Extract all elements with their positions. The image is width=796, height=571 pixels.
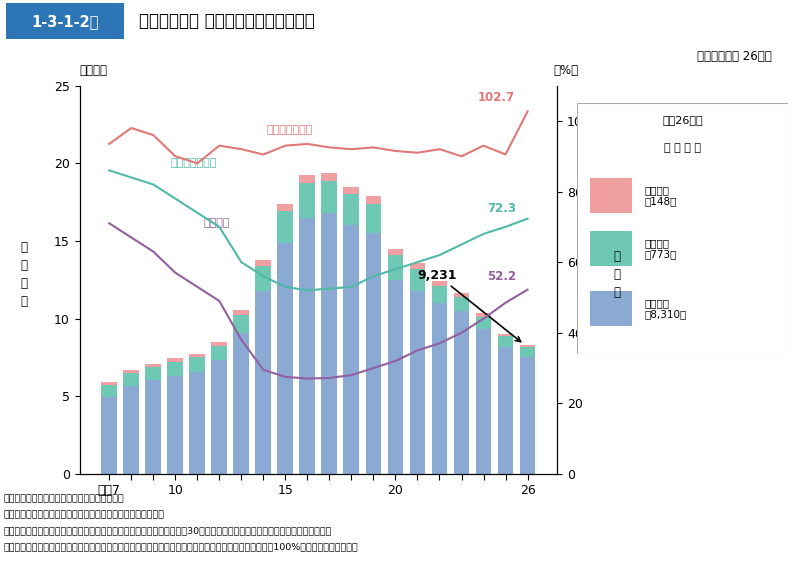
Bar: [344, 226, 359, 474]
Bar: [123, 373, 139, 386]
Text: 1-3-1-2図: 1-3-1-2図: [32, 14, 99, 29]
Bar: [388, 280, 404, 474]
Text: ひき逃げ事件 発生件数・検挙率の推移: ひき逃げ事件 発生件数・検挙率の推移: [139, 13, 315, 30]
Bar: [189, 353, 205, 357]
Bar: [123, 370, 139, 373]
Bar: [431, 282, 447, 286]
Bar: [212, 346, 227, 360]
Bar: [454, 311, 470, 474]
Text: 発
生
件
数: 発 生 件 数: [21, 240, 27, 308]
Bar: [365, 196, 381, 204]
Text: 死亡事故検挙率: 死亡事故検挙率: [267, 125, 313, 135]
FancyBboxPatch shape: [577, 103, 788, 354]
Bar: [278, 204, 293, 211]
Text: 全検挙率: 全検挙率: [204, 218, 230, 228]
Bar: [365, 233, 381, 474]
Bar: [590, 291, 632, 327]
Bar: [212, 342, 227, 346]
Bar: [101, 385, 117, 397]
Bar: [365, 204, 381, 233]
Text: 52.2: 52.2: [487, 270, 517, 283]
Bar: [189, 372, 205, 474]
Bar: [167, 358, 183, 362]
Bar: [475, 329, 491, 474]
Bar: [299, 183, 315, 218]
Bar: [233, 315, 249, 332]
Bar: [322, 181, 338, 213]
Bar: [256, 266, 271, 291]
Bar: [167, 376, 183, 474]
Bar: [278, 243, 293, 474]
Bar: [212, 360, 227, 474]
Bar: [167, 362, 183, 376]
FancyBboxPatch shape: [6, 3, 124, 39]
Bar: [498, 334, 513, 336]
Bar: [520, 347, 536, 357]
Bar: [475, 313, 491, 317]
Bar: [146, 364, 162, 367]
Text: （千件）: （千件）: [80, 64, 107, 77]
Bar: [431, 286, 447, 303]
Bar: [410, 263, 425, 269]
Text: 重傷事故
〔773〕: 重傷事故 〔773〕: [645, 238, 677, 259]
Text: 死亡事故
〔148〕: 死亡事故 〔148〕: [645, 185, 677, 207]
Bar: [146, 367, 162, 380]
Bar: [101, 397, 117, 474]
Bar: [101, 383, 117, 385]
Bar: [498, 347, 513, 474]
Bar: [299, 175, 315, 183]
Bar: [454, 293, 470, 297]
Text: 検
挙
率: 検 挙 率: [614, 250, 620, 299]
Bar: [256, 291, 271, 474]
Bar: [431, 303, 447, 474]
Text: 軽傷事故
〔8,310〕: 軽傷事故 〔8,310〕: [645, 298, 687, 320]
Bar: [322, 174, 338, 181]
Bar: [590, 231, 632, 266]
Bar: [299, 218, 315, 474]
Bar: [256, 260, 271, 266]
Bar: [475, 317, 491, 329]
Bar: [410, 269, 425, 291]
Text: 9,231: 9,231: [418, 268, 521, 341]
Text: ４　検挙件数には，前年以前に認知された事件に係る検挙事件が含まれることがあるため，検挙率が100%を超える場合がある。: ４ 検挙件数には，前年以前に認知された事件に係る検挙事件が含まれることがあるため…: [4, 542, 359, 551]
Text: 平成26年の: 平成26年の: [662, 115, 703, 126]
Text: 72.3: 72.3: [488, 202, 517, 215]
Bar: [388, 255, 404, 280]
Bar: [344, 194, 359, 226]
Bar: [189, 357, 205, 372]
Bar: [454, 297, 470, 311]
Bar: [322, 213, 338, 474]
Text: 102.7: 102.7: [478, 91, 514, 104]
Bar: [388, 249, 404, 255]
Text: 注　１　警察庁交通局の統計及び資料による。: 注 １ 警察庁交通局の統計及び資料による。: [4, 494, 125, 503]
Bar: [590, 178, 632, 214]
Bar: [344, 187, 359, 194]
Bar: [123, 386, 139, 474]
Bar: [278, 211, 293, 243]
Bar: [146, 380, 162, 474]
Text: ２　「全検挙率」は，ひき逃げの全事件の検挙率をいう。: ２ 「全検挙率」は，ひき逃げの全事件の検挙率をいう。: [4, 510, 165, 519]
Bar: [233, 310, 249, 315]
Bar: [520, 357, 536, 474]
Text: （平成７年〜 26年）: （平成７年〜 26年）: [697, 50, 772, 63]
Text: 重傷事故検挙率: 重傷事故検挙率: [171, 158, 217, 168]
Text: 件 数 内 訳: 件 数 内 訳: [664, 143, 701, 153]
Bar: [520, 344, 536, 347]
Bar: [410, 291, 425, 474]
Text: ３　「重傷」は交通事故による負傷の治療を要する期間が１か月（30日）以上のもの，「軽傷」は同未満のものをいう。: ３ 「重傷」は交通事故による負傷の治療を要する期間が１か月（30日）以上のもの，…: [4, 526, 333, 535]
Bar: [233, 332, 249, 474]
Text: （%）: （%）: [553, 64, 579, 77]
Bar: [498, 336, 513, 347]
